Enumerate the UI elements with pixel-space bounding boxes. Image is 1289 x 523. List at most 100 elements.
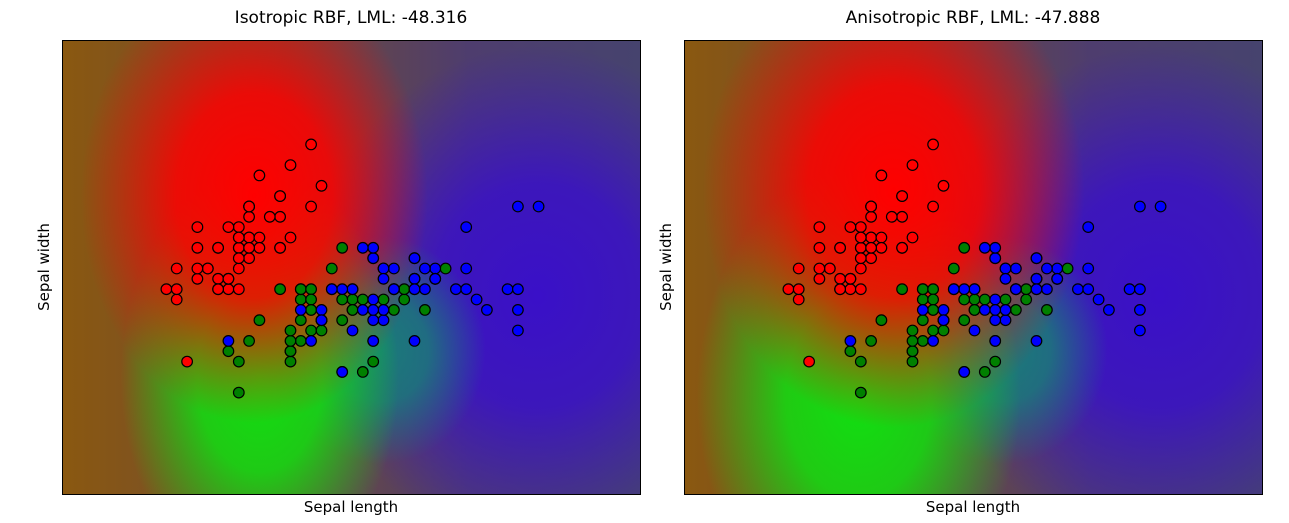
- scatter-point: [232, 241, 245, 254]
- scatter-point: [315, 304, 328, 316]
- scatter-point: [253, 241, 266, 254]
- scatter-point: [854, 241, 867, 254]
- scatter-point: [989, 335, 1002, 347]
- scatter-point: [1123, 283, 1136, 296]
- scatter-point: [968, 283, 981, 296]
- scatter-point: [927, 324, 940, 337]
- scatter-point: [813, 262, 826, 275]
- scatter-point: [305, 324, 318, 337]
- scatter-point: [1134, 304, 1146, 316]
- scatter-point: [408, 335, 421, 347]
- scatter-point: [232, 355, 245, 368]
- scatter-point: [968, 304, 981, 316]
- scatter-point: [315, 324, 328, 337]
- scatter-point: [978, 241, 991, 254]
- scatter-point: [937, 179, 950, 192]
- scatter-point: [1030, 335, 1043, 347]
- scatter-point: [885, 210, 898, 223]
- scatter-point: [968, 324, 981, 337]
- scatter-point: [419, 304, 431, 316]
- scatter-point: [284, 231, 297, 244]
- scatter-point: [1061, 262, 1074, 275]
- scatter-point: [865, 252, 878, 265]
- scatter-point: [1030, 252, 1043, 265]
- scatter-point: [253, 231, 266, 244]
- scatter-point: [305, 293, 318, 306]
- scatter-point: [284, 159, 297, 171]
- scatter-point: [243, 252, 256, 265]
- scatter-point: [1041, 262, 1053, 275]
- scatter-point: [377, 262, 390, 275]
- scatter-point: [377, 272, 390, 285]
- scatter-point: [460, 283, 473, 296]
- scatter-point: [803, 355, 815, 368]
- scatter-point: [927, 335, 940, 347]
- scatter-point: [875, 231, 888, 244]
- scatter-point: [834, 283, 847, 296]
- scatter-point: [916, 335, 929, 347]
- scatter-point: [356, 366, 369, 378]
- probability-region-red: [685, 41, 1262, 494]
- y-axis-label: Sepal width: [35, 223, 53, 311]
- scatter-point: [1082, 283, 1095, 296]
- scatter-point: [315, 314, 328, 327]
- scatter-point: [1020, 293, 1033, 306]
- scatter-point: [854, 221, 867, 234]
- scatter-point: [346, 293, 359, 306]
- scatter-point: [896, 283, 909, 296]
- scatter-point: [512, 283, 524, 296]
- scatter-point: [232, 262, 245, 275]
- plot-area: [62, 40, 641, 495]
- scatter-point: [865, 200, 878, 213]
- scatter-point: [481, 304, 493, 316]
- scatter-point: [906, 355, 919, 368]
- scatter-point: [906, 335, 919, 347]
- scatter-point: [170, 293, 183, 306]
- scatter-point: [294, 293, 307, 306]
- scatter-point: [813, 272, 826, 285]
- scatter-point: [305, 200, 318, 213]
- scatter-point: [336, 314, 349, 327]
- scatter-point: [792, 262, 805, 275]
- scatter-point: [865, 210, 878, 223]
- scatter-point: [367, 293, 380, 306]
- scatter-point: [232, 221, 245, 234]
- scatter-point: [792, 283, 805, 296]
- scatter-point: [512, 304, 524, 316]
- scatter-point: [284, 324, 297, 337]
- scatter-point: [1010, 283, 1022, 296]
- scatter-point: [937, 314, 950, 327]
- scatter-point: [937, 304, 950, 316]
- scatter-point: [336, 241, 349, 254]
- scatter-point: [222, 335, 235, 347]
- scatter-point: [896, 210, 909, 223]
- scatter-point: [294, 314, 307, 327]
- scatter-point: [512, 200, 524, 213]
- scatter-point: [906, 324, 919, 337]
- scatter-point: [999, 262, 1012, 275]
- scatter-point: [232, 231, 245, 244]
- scatter-point: [947, 262, 960, 275]
- scatter-point: [470, 293, 483, 306]
- scatter-point: [325, 262, 338, 275]
- scatter-point: [419, 283, 431, 296]
- scatter-point: [336, 293, 349, 306]
- scatter-point: [989, 304, 1002, 316]
- scatter-point: [834, 241, 847, 254]
- scatter-point: [1103, 304, 1115, 316]
- scatter-point: [906, 345, 919, 358]
- scatter-point: [1030, 272, 1043, 285]
- scatter-point: [408, 272, 421, 285]
- scatter-point: [388, 304, 400, 316]
- scatter-point: [170, 283, 183, 296]
- scatter-point: [450, 283, 462, 296]
- scatter-point: [958, 314, 971, 327]
- scatter-point: [181, 355, 193, 368]
- scatter-point: [253, 314, 266, 327]
- scatter-point: [460, 262, 473, 275]
- scatter-point: [999, 293, 1012, 306]
- scatter-point: [191, 272, 204, 285]
- scatter-point: [356, 241, 369, 254]
- scatter-point: [958, 366, 971, 378]
- scatter-point: [906, 231, 919, 244]
